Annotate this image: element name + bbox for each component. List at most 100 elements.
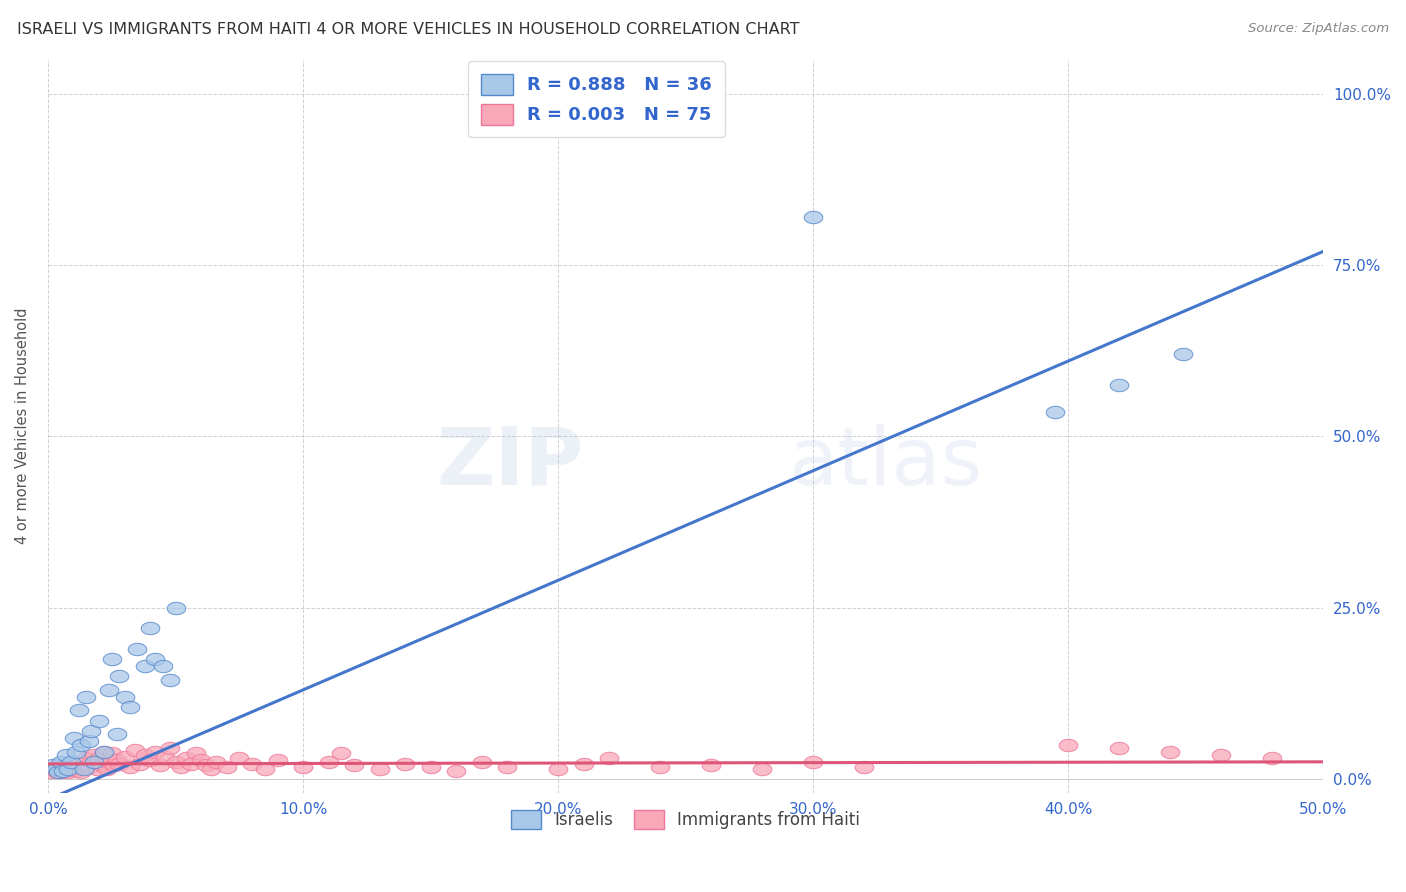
- Point: [330, 746, 353, 760]
- Point: [195, 758, 218, 772]
- Point: [292, 759, 315, 773]
- Point: [114, 690, 136, 704]
- Point: [45, 762, 67, 776]
- Point: [419, 759, 441, 773]
- Point: [87, 714, 110, 728]
- Point: [39, 765, 62, 780]
- Text: ZIP: ZIP: [436, 424, 583, 502]
- Point: [45, 764, 67, 778]
- Point: [139, 621, 162, 635]
- Point: [55, 758, 77, 772]
- Point: [70, 738, 93, 752]
- Point: [101, 746, 124, 760]
- Point: [105, 753, 128, 767]
- Point: [60, 755, 83, 769]
- Point: [105, 727, 128, 741]
- Point: [42, 758, 65, 772]
- Point: [46, 759, 69, 773]
- Point: [853, 759, 876, 773]
- Point: [1045, 405, 1067, 419]
- Point: [118, 700, 141, 714]
- Point: [103, 758, 125, 772]
- Point: [118, 759, 141, 773]
- Point: [1261, 751, 1284, 765]
- Point: [152, 659, 174, 673]
- Point: [65, 745, 87, 759]
- Point: [62, 731, 84, 745]
- Point: [42, 762, 65, 776]
- Point: [83, 747, 105, 762]
- Point: [205, 755, 228, 769]
- Point: [318, 755, 340, 769]
- Point: [134, 659, 156, 673]
- Point: [73, 762, 96, 776]
- Point: [98, 755, 121, 769]
- Point: [101, 652, 124, 666]
- Point: [93, 745, 115, 759]
- Point: [1108, 741, 1130, 756]
- Point: [128, 756, 150, 771]
- Point: [83, 755, 105, 769]
- Point: [67, 703, 90, 717]
- Point: [90, 758, 112, 772]
- Point: [180, 756, 202, 771]
- Point: [58, 765, 80, 780]
- Point: [496, 759, 519, 773]
- Point: [155, 750, 177, 764]
- Point: [215, 759, 238, 773]
- Y-axis label: 4 or more Vehicles in Household: 4 or more Vehicles in Household: [15, 308, 30, 544]
- Point: [108, 669, 131, 683]
- Point: [1108, 378, 1130, 392]
- Point: [650, 759, 672, 773]
- Point: [60, 762, 83, 776]
- Point: [75, 690, 97, 704]
- Point: [572, 756, 595, 771]
- Point: [108, 756, 131, 771]
- Text: Source: ZipAtlas.com: Source: ZipAtlas.com: [1249, 22, 1389, 36]
- Point: [228, 751, 250, 765]
- Legend: Israelis, Immigrants from Haiti: Israelis, Immigrants from Haiti: [505, 803, 866, 836]
- Point: [143, 652, 166, 666]
- Point: [75, 751, 97, 765]
- Point: [200, 762, 222, 776]
- Point: [52, 764, 75, 778]
- Text: atlas: atlas: [787, 424, 981, 502]
- Point: [159, 673, 181, 687]
- Point: [547, 762, 569, 776]
- Point: [444, 764, 467, 778]
- Point: [165, 755, 187, 769]
- Point: [58, 762, 80, 776]
- Point: [46, 765, 69, 780]
- Point: [80, 724, 103, 739]
- Point: [240, 756, 263, 771]
- Point: [1159, 745, 1181, 759]
- Point: [93, 745, 115, 759]
- Point: [67, 759, 90, 773]
- Point: [165, 600, 187, 615]
- Point: [266, 753, 288, 767]
- Point: [52, 762, 75, 776]
- Point: [170, 759, 193, 773]
- Point: [751, 762, 773, 776]
- Point: [55, 747, 77, 762]
- Point: [80, 755, 103, 769]
- Point: [77, 734, 100, 748]
- Point: [62, 758, 84, 772]
- Point: [190, 753, 212, 767]
- Point: [471, 755, 494, 769]
- Point: [149, 758, 172, 772]
- Point: [143, 745, 166, 759]
- Point: [1211, 747, 1233, 762]
- Point: [114, 750, 136, 764]
- Point: [801, 210, 824, 224]
- Point: [127, 641, 149, 656]
- Point: [394, 756, 416, 771]
- Point: [159, 741, 181, 756]
- Text: ISRAELI VS IMMIGRANTS FROM HAITI 4 OR MORE VEHICLES IN HOUSEHOLD CORRELATION CHA: ISRAELI VS IMMIGRANTS FROM HAITI 4 OR MO…: [17, 22, 800, 37]
- Point: [253, 762, 276, 776]
- Point: [598, 751, 620, 765]
- Point: [124, 743, 146, 757]
- Point: [65, 764, 87, 778]
- Point: [70, 765, 93, 780]
- Point: [368, 762, 391, 776]
